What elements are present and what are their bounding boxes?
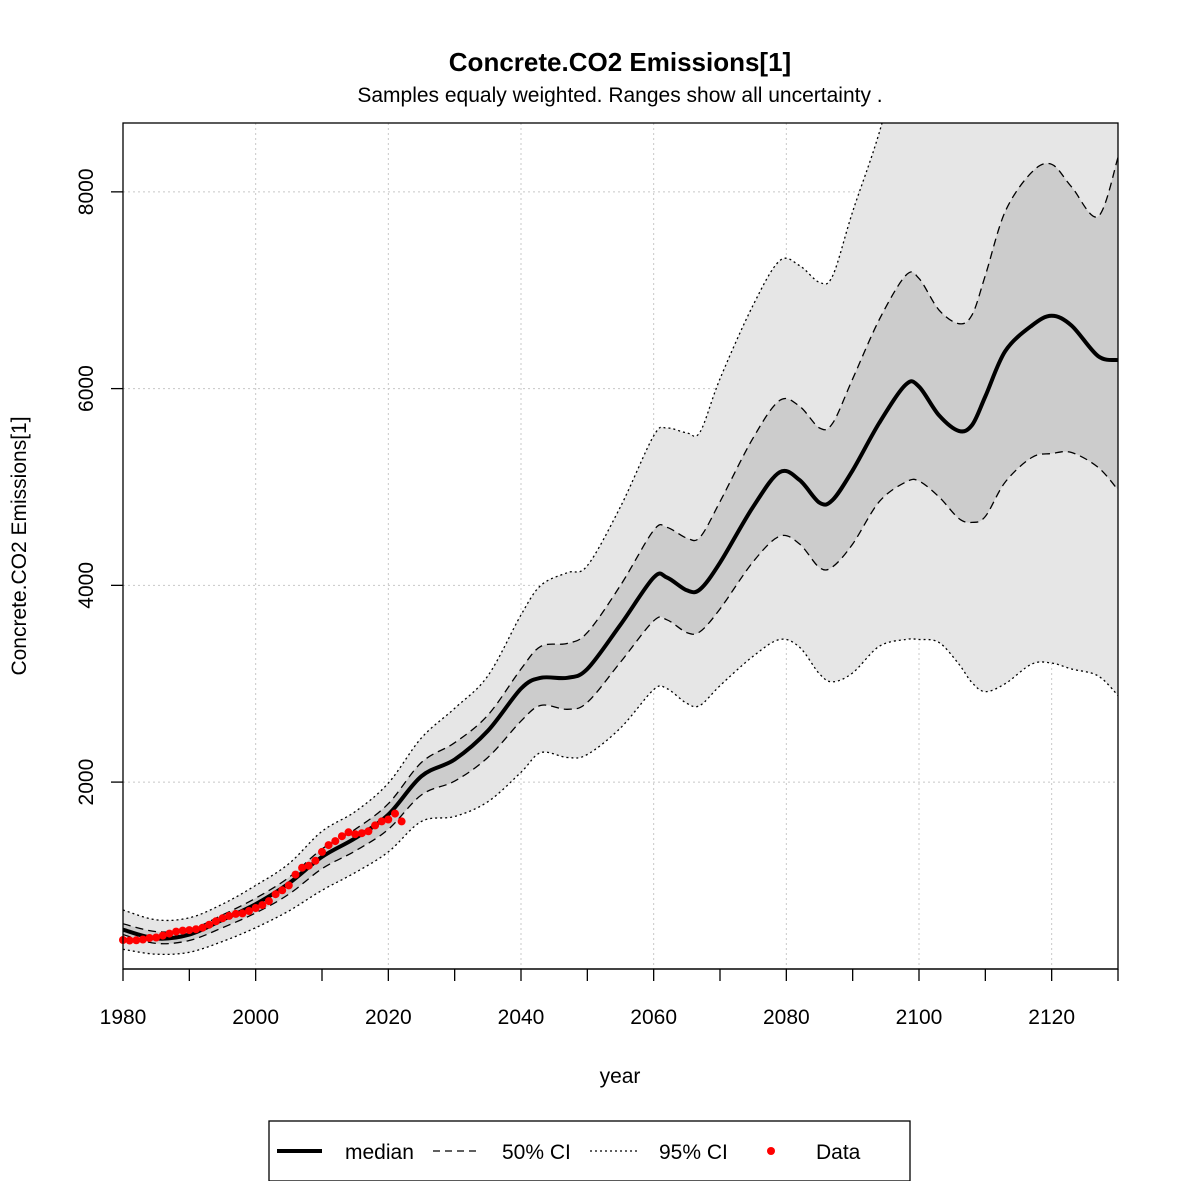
legend-data-label: Data bbox=[816, 1141, 861, 1164]
data-point bbox=[364, 827, 373, 836]
data-point bbox=[384, 815, 393, 824]
x-axis: 1980 2000 2020 2040 2060 2080 2100 2120 bbox=[100, 968, 1119, 1029]
x-tick-label: 2040 bbox=[498, 1006, 545, 1029]
data-point bbox=[178, 926, 187, 935]
y-axis-label: Concrete.CO2 Emissions[1] bbox=[8, 416, 31, 675]
series-lines bbox=[123, 123, 1118, 956]
data-point bbox=[397, 817, 406, 826]
data-point bbox=[172, 927, 181, 936]
data-point bbox=[165, 929, 174, 938]
chart-title: Concrete.CO2 Emissions[1] bbox=[449, 47, 791, 77]
data-point bbox=[318, 847, 326, 856]
data-point bbox=[351, 830, 360, 839]
data-point bbox=[264, 897, 273, 906]
data-point bbox=[371, 821, 380, 830]
legend-data-swatch bbox=[767, 1147, 775, 1155]
legend-50ci-label: 50% CI bbox=[502, 1141, 571, 1164]
data-point bbox=[231, 909, 240, 918]
y-tick-label: 2000 bbox=[75, 759, 98, 806]
chart-subtitle: Samples equaly weighted. Ranges show all… bbox=[357, 84, 882, 107]
data-point bbox=[278, 886, 287, 895]
line-95ci-lower bbox=[123, 638, 1118, 956]
data-point bbox=[357, 829, 366, 838]
legend-median-label: median bbox=[345, 1141, 414, 1164]
data-point bbox=[211, 917, 220, 926]
line-50ci-lower bbox=[123, 450, 1118, 945]
data-point bbox=[311, 856, 320, 865]
data-point bbox=[238, 909, 247, 918]
data-point bbox=[337, 832, 346, 841]
x-tick-label: 2080 bbox=[763, 1006, 810, 1029]
data-point bbox=[291, 870, 300, 879]
y-axis: 2000 4000 6000 8000 bbox=[75, 169, 123, 806]
data-point bbox=[298, 863, 307, 872]
data-point bbox=[245, 907, 253, 915]
data-point bbox=[218, 914, 227, 923]
data-point bbox=[391, 809, 399, 818]
x-axis-label: year bbox=[600, 1065, 641, 1088]
x-tick-label: 2120 bbox=[1028, 1006, 1075, 1029]
data-point bbox=[152, 933, 161, 942]
data-point bbox=[284, 881, 293, 890]
y-tick-label: 8000 bbox=[75, 169, 98, 216]
band-95ci bbox=[123, 123, 1118, 955]
data-point bbox=[125, 936, 134, 945]
x-tick-label: 2060 bbox=[630, 1006, 677, 1029]
data-point bbox=[132, 936, 141, 945]
y-tick-label: 4000 bbox=[75, 562, 98, 609]
y-tick-label: 6000 bbox=[75, 365, 98, 412]
line-50ci-upper bbox=[123, 157, 1118, 933]
data-point bbox=[324, 841, 333, 850]
legend: median 50% CI 95% CI Data bbox=[268, 1120, 911, 1181]
data-point bbox=[258, 901, 267, 910]
data-point bbox=[198, 923, 207, 932]
data-point bbox=[192, 925, 200, 934]
data-point bbox=[145, 934, 154, 942]
data-point bbox=[304, 861, 313, 870]
data-point bbox=[331, 837, 340, 846]
confidence-bands bbox=[123, 123, 1118, 955]
legend-box bbox=[268, 1120, 911, 1181]
x-tick-label: 2100 bbox=[896, 1006, 943, 1029]
x-tick-label: 2000 bbox=[232, 1006, 279, 1029]
band-50ci bbox=[123, 157, 1118, 944]
data-point bbox=[225, 911, 234, 920]
legend-95ci-label: 95% CI bbox=[659, 1141, 728, 1164]
grid-lines bbox=[122, 123, 1118, 969]
line-median bbox=[123, 313, 1118, 941]
data-point bbox=[271, 890, 280, 899]
x-tick-label: 1980 bbox=[100, 1006, 147, 1029]
x-tick-label: 2020 bbox=[365, 1006, 412, 1029]
data-point bbox=[344, 828, 353, 837]
data-point bbox=[185, 926, 194, 935]
data-point bbox=[158, 931, 167, 940]
data-point bbox=[205, 920, 214, 929]
data-point bbox=[251, 904, 260, 912]
data-point bbox=[138, 935, 147, 944]
data-points bbox=[119, 809, 406, 945]
data-point bbox=[377, 817, 386, 826]
